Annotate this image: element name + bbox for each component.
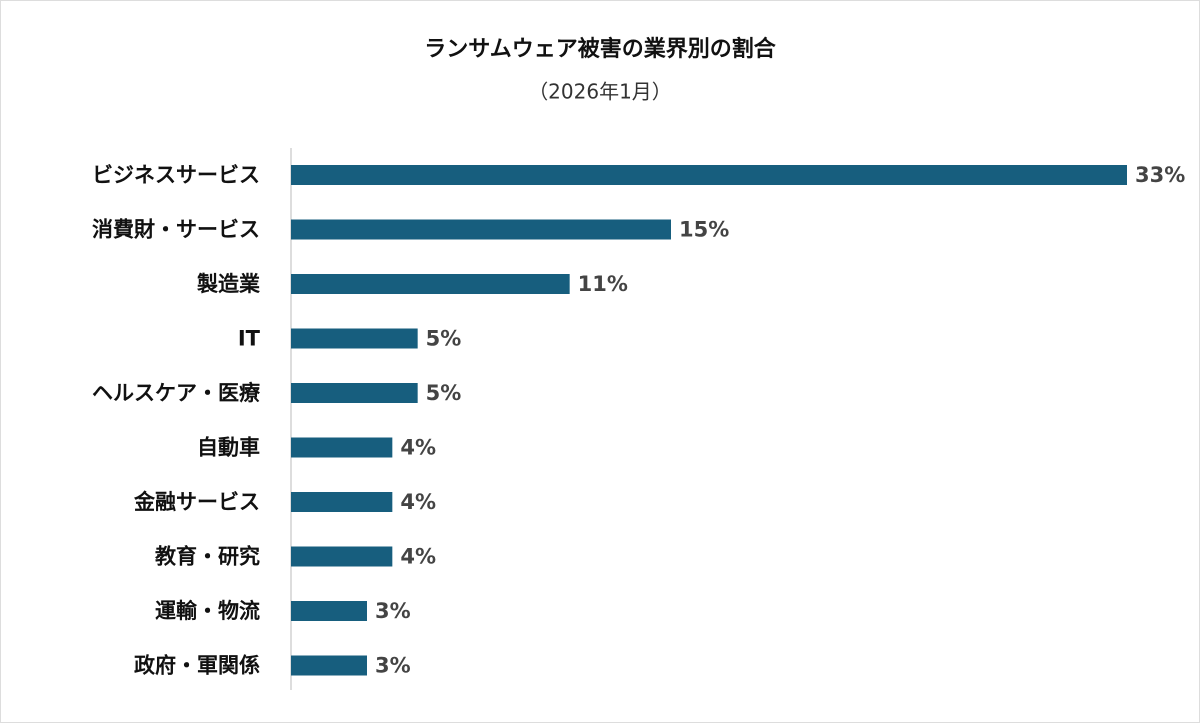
value-label: 3%	[375, 654, 411, 678]
bar	[291, 601, 367, 621]
bar	[291, 492, 393, 512]
bar	[291, 219, 671, 240]
bar	[291, 437, 393, 458]
category-label: 政府・軍関係	[134, 654, 260, 678]
value-label: 4%	[400, 436, 436, 460]
chart-title: ランサムウェア被害の業界別の割合	[424, 36, 777, 62]
category-label: 自動車	[197, 436, 260, 460]
bar	[291, 383, 418, 403]
category-label: 教育・研究	[155, 545, 260, 569]
value-label: 3%	[375, 599, 411, 623]
bar	[291, 655, 367, 676]
category-label: 運輸・物流	[155, 599, 260, 623]
chart-subtitle: （2026年1月）	[528, 80, 672, 104]
value-label: 11%	[578, 272, 628, 296]
category-label: 消費財・サービス	[92, 218, 260, 242]
category-label: IT	[238, 327, 261, 351]
value-label: 4%	[400, 490, 436, 514]
category-label: 製造業	[196, 272, 261, 296]
category-label: 金融サービス	[133, 490, 260, 514]
category-label: ヘルスケア・医療	[92, 381, 261, 405]
bar	[291, 165, 1127, 185]
bar	[291, 274, 570, 294]
value-label: 15%	[679, 218, 729, 242]
value-label: 4%	[400, 545, 436, 569]
value-label: 5%	[426, 327, 462, 351]
value-label: 33%	[1135, 163, 1185, 187]
value-label: 5%	[426, 381, 462, 405]
category-label: ビジネスサービス	[92, 163, 260, 187]
bar	[291, 546, 393, 567]
bar	[291, 328, 418, 349]
